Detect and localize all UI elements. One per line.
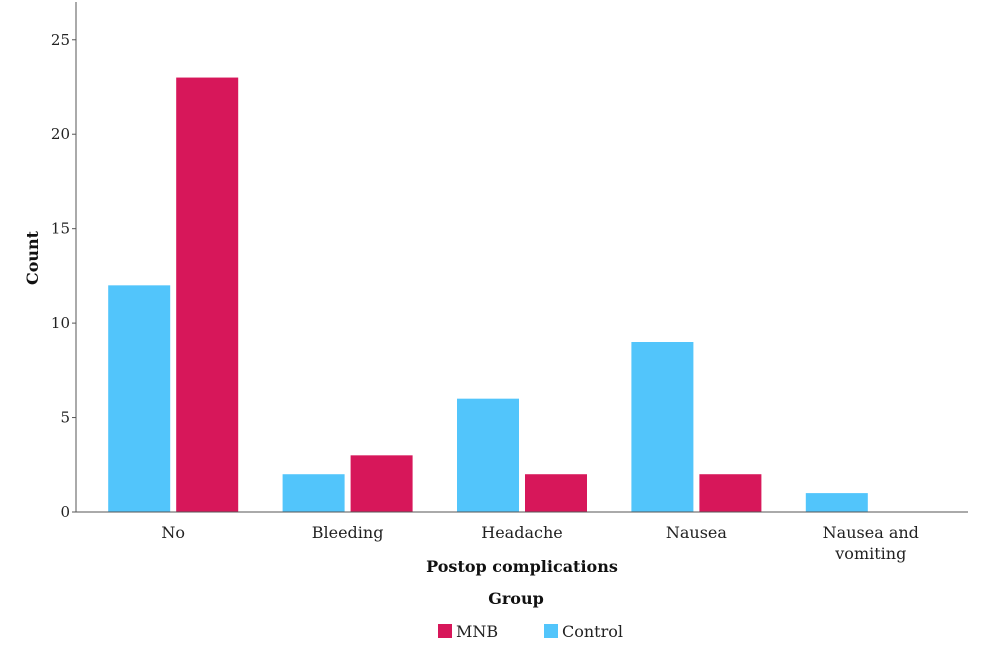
y-tick-label: 5 (60, 409, 70, 427)
bar-mnb-2 (525, 474, 587, 512)
legend-label-control: Control (562, 622, 623, 641)
legend-swatch-control (544, 624, 558, 638)
bar-mnb-1 (350, 455, 413, 512)
x-tick-label: No (161, 523, 185, 542)
bar-control-1 (282, 474, 345, 512)
y-axis: 0 5 10 15 20 25 (51, 2, 77, 521)
bar-control-3 (631, 342, 694, 512)
y-tick-label: 25 (51, 31, 70, 49)
x-axis-title: Postop complications (426, 557, 618, 576)
x-tick-label: Nausea (666, 523, 728, 542)
legend-title: Group (488, 589, 544, 608)
x-tick-label: Bleeding (312, 523, 384, 542)
bar-mnb-3 (699, 474, 762, 512)
legend-label-mnb: MNB (456, 622, 498, 641)
legend: MNB Control (438, 622, 623, 641)
y-axis-title: Count (23, 230, 42, 285)
y-tick-label: 10 (51, 314, 70, 332)
y-tick-label: 15 (51, 220, 70, 238)
bar-control-4 (805, 493, 868, 512)
x-axis: No Bleeding Headache Nausea Nausea and vomiti… (76, 511, 968, 563)
bars (108, 77, 868, 513)
bar-control-2 (457, 398, 519, 512)
bar-mnb-0 (176, 77, 239, 513)
x-tick-label: Headache (481, 523, 562, 542)
x-tick-label: Nausea and vomiting (823, 523, 919, 563)
y-tick-label: 20 (51, 125, 70, 143)
y-tick-label: 0 (60, 503, 70, 521)
bar-control-0 (108, 285, 171, 512)
legend-swatch-mnb (438, 624, 452, 638)
